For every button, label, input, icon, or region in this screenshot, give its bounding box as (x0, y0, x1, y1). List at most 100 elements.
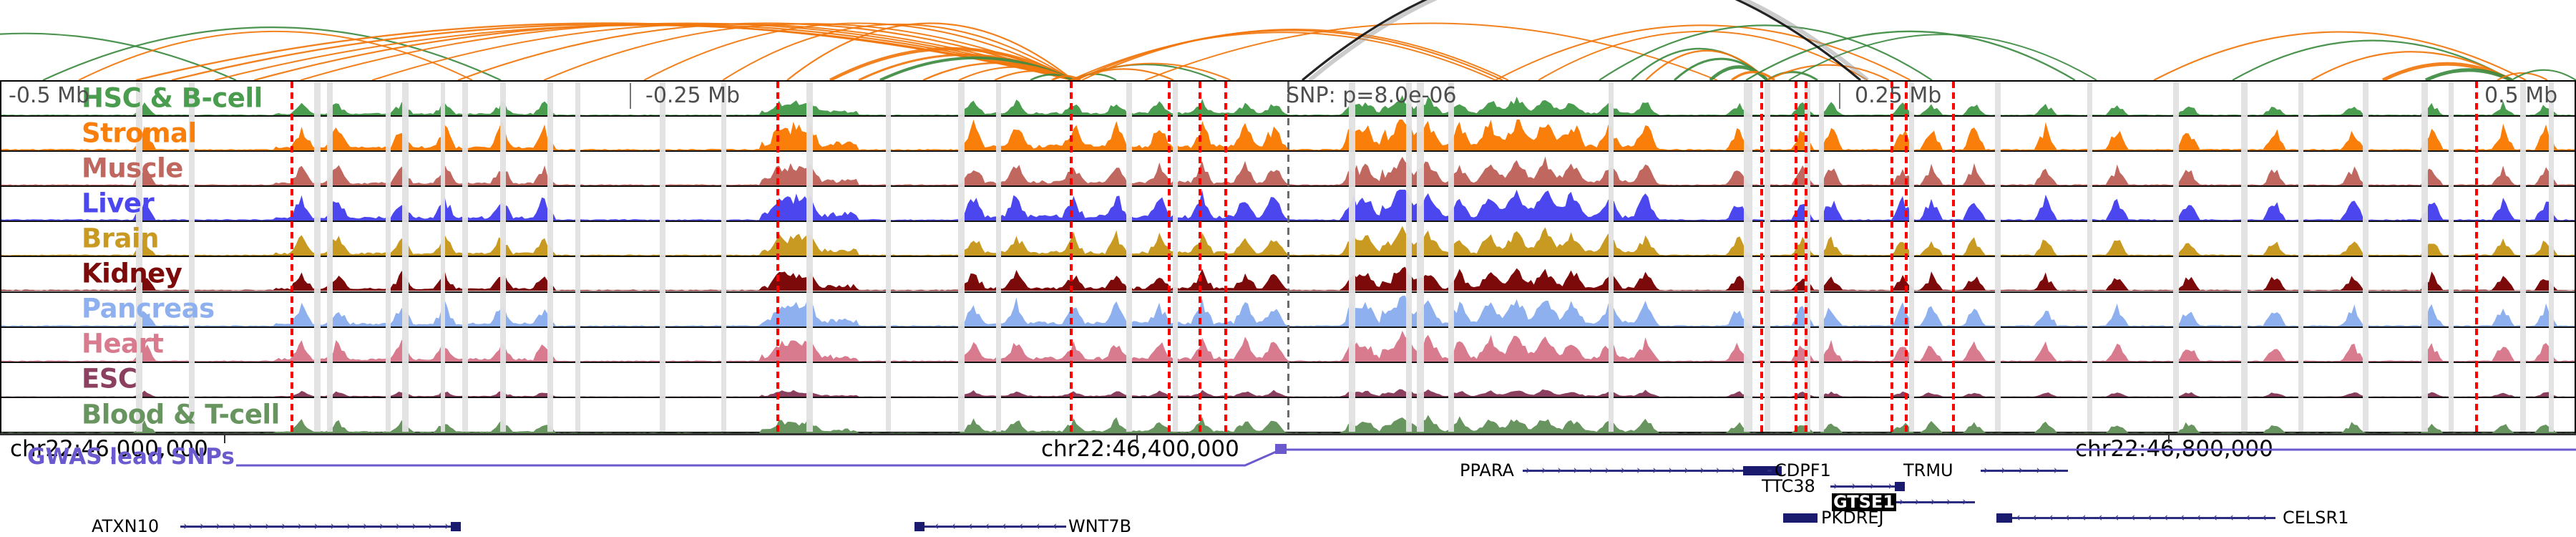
gene-exon-block (914, 522, 924, 531)
track-row-heart[interactable]: Heart (1, 328, 2575, 363)
strand-arrow: ‹ (2048, 511, 2054, 525)
signal-fill (1, 190, 2575, 221)
interaction-arc (2311, 51, 2512, 80)
gene-label-ppara[interactable]: PPARA (1460, 460, 1514, 480)
track-row-brain[interactable]: Brain (1, 222, 2575, 258)
gene-exon-block (1743, 466, 1767, 475)
signal-fill (1, 267, 2575, 291)
strand-arrow: › (363, 519, 368, 533)
strand-arrow: › (1699, 463, 1705, 478)
interaction-arc (1144, 22, 1718, 80)
signal-fill (1, 415, 2575, 433)
strand-arrow: › (2036, 463, 2041, 478)
interaction-arc (2153, 31, 2527, 80)
track-row-stromal[interactable]: Stromal (1, 117, 2575, 153)
strand-arrow: ‹ (1018, 519, 1024, 533)
strand-arrow: › (444, 519, 449, 533)
interaction-arc (1075, 29, 1503, 80)
gene-body (1523, 470, 1760, 472)
gene-label-ttc38[interactable]: TTC38 (1762, 476, 1815, 496)
gwas-snp-shapes (236, 444, 2576, 467)
strand-arrow: ‹ (2180, 511, 2185, 525)
strand-arrow: › (1870, 479, 1875, 493)
signal-fill (1, 330, 2575, 362)
gene-label-pkdrej[interactable]: PKDREJ (1821, 508, 1884, 528)
interaction-arc (2424, 68, 2513, 80)
signal-fill (1, 389, 2575, 397)
interaction-arc (722, 23, 1074, 80)
strand-arrow: › (1851, 479, 1857, 493)
strand-arrow: › (1833, 479, 1838, 493)
strand-arrow: › (1573, 463, 1579, 478)
strand-arrow: ‹ (2229, 511, 2234, 525)
strand-arrow: › (1915, 495, 1920, 509)
interaction-arc (829, 47, 1075, 80)
strand-arrow: › (313, 519, 319, 533)
interaction-arc (2232, 39, 2512, 80)
strand-arrow: › (1899, 495, 1904, 509)
coordinate-tick (224, 433, 225, 443)
signal-profile (1, 119, 2575, 151)
strand-arrow: › (232, 519, 238, 533)
interaction-arc (2497, 72, 2548, 80)
signal-profile (1, 330, 2575, 362)
signal-fill (1, 95, 2575, 116)
gene-label-wnt7b[interactable]: WNT7B (1068, 516, 1132, 536)
signal-fill (1, 295, 2575, 326)
strand-arrow: ‹ (2015, 511, 2021, 525)
interaction-arc (1030, 73, 1074, 80)
gwas-lead-snp-marker[interactable] (1275, 444, 1287, 454)
track-row-muscle[interactable]: Muscle (1, 152, 2575, 188)
strand-arrow: › (199, 519, 205, 533)
interaction-arc (1308, 0, 1869, 80)
strand-arrow: › (330, 519, 336, 533)
gene-label-trmu[interactable]: TRMU (1903, 460, 1953, 480)
gene-label-cdpf1[interactable]: CDPF1 (1775, 460, 1831, 480)
strand-arrow: ‹ (951, 519, 956, 533)
strand-arrow: ‹ (2196, 511, 2202, 525)
gene-label-celsr1[interactable]: CELSR1 (2283, 508, 2349, 528)
track-row-kidney[interactable]: Kidney (1, 257, 2575, 293)
gene-exon-block (451, 522, 461, 531)
strand-arrow: ‹ (985, 519, 990, 533)
gene-exon-block (1783, 513, 1818, 523)
strand-arrow: › (1984, 463, 1989, 478)
chromatin-interaction-arcs (0, 0, 2576, 80)
interaction-arc (2511, 69, 2576, 80)
gene-body (1830, 485, 1903, 488)
track-row-hsc-b-cell[interactable]: HSC & B-cell (1, 82, 2575, 117)
track-rows: HSC & B-cell Stromal Muscle Liver Brain Kidne… (1, 82, 2575, 433)
strand-arrow: › (1731, 463, 1737, 478)
strand-arrow: › (1526, 463, 1531, 478)
signal-fill (1, 119, 2575, 151)
strand-arrow: ‹ (2130, 511, 2136, 525)
gene-row-bottom: › › › › › › › › › › › › › › › › › ATXN10 ‹ ‹ ‹ ‹ ‹ ‹ ‹ ‹ ‹ WNT7B (0, 462, 2576, 536)
gene-row: › › › › TTC38 (0, 462, 2576, 495)
gene-label-atxn10[interactable]: ATXN10 (92, 516, 160, 536)
gene-body (1896, 501, 1975, 503)
strand-arrow: ‹ (2147, 511, 2152, 525)
strand-arrow: › (2018, 463, 2024, 478)
interaction-arc (0, 32, 237, 80)
ruler-baseline (0, 433, 2576, 435)
track-row-esc[interactable]: ESC (1, 363, 2575, 398)
strand-arrow: › (1636, 463, 1641, 478)
strand-arrow: › (1962, 495, 1967, 509)
strand-arrow: › (1652, 463, 1657, 478)
interaction-arc (1767, 64, 1890, 80)
coordinate-tick (2168, 433, 2170, 443)
gwas-lead-snp-track[interactable]: GWAS lead SNPs (0, 444, 2576, 473)
track-row-pancreas[interactable]: Pancreas (1, 293, 2575, 328)
strand-arrow: ‹ (1035, 519, 1040, 533)
gene-label-gtse1[interactable]: GTSE1 (1832, 492, 1897, 512)
strand-arrow: › (1888, 479, 1893, 493)
strand-arrow: › (2053, 463, 2059, 478)
track-row-liver[interactable]: Liver (1, 187, 2575, 223)
strand-arrow: › (1684, 463, 1689, 478)
signal-profile (1, 226, 2575, 256)
strand-arrow: › (1946, 495, 1951, 509)
strand-arrow: › (411, 519, 417, 533)
strand-arrow: ‹ (2262, 511, 2267, 525)
track-row-blood-t-cell[interactable]: Blood & T-cell (1, 398, 2575, 433)
